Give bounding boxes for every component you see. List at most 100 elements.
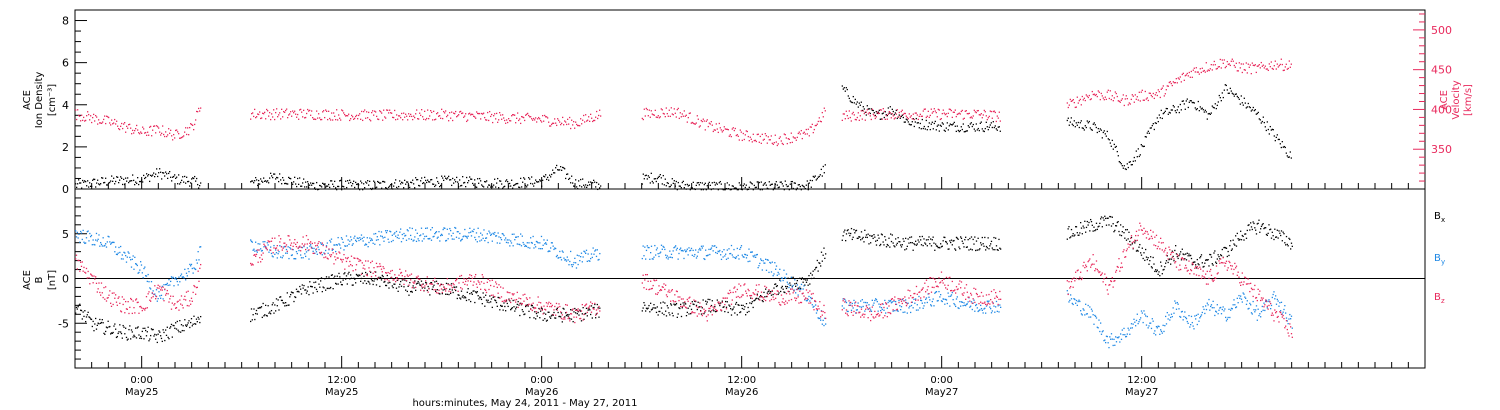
by-point (523, 243, 525, 246)
bx-point (1129, 240, 1131, 243)
by-point (897, 310, 899, 312)
density-point (877, 111, 879, 113)
velocity-point (313, 118, 315, 120)
by-point (807, 298, 809, 301)
density-point (741, 189, 743, 191)
density-point (460, 185, 462, 187)
velocity-point (153, 125, 155, 127)
by-point (575, 262, 577, 264)
density-point (1258, 118, 1260, 120)
bx-point (642, 307, 644, 309)
velocity-point (857, 112, 859, 114)
velocity-point (680, 116, 682, 118)
velocity-point (1085, 94, 1087, 96)
velocity-point (556, 124, 558, 127)
velocity-point (441, 108, 443, 110)
by-point (1105, 335, 1108, 337)
density-point (737, 189, 739, 191)
bx-point (729, 305, 731, 307)
velocity-point (676, 108, 678, 111)
bx-point (136, 327, 138, 329)
by-point (1146, 315, 1148, 318)
by-point (506, 239, 508, 241)
velocity-point (900, 110, 902, 113)
density-point (343, 186, 345, 188)
density-point (763, 183, 765, 185)
by-point (1222, 306, 1224, 308)
velocity-point (963, 117, 965, 120)
by-point (752, 255, 754, 257)
density-point (479, 177, 481, 180)
velocity-point (683, 110, 685, 112)
density-point (311, 184, 313, 186)
density-point (441, 175, 443, 177)
density-point (519, 186, 521, 189)
velocity-point (764, 133, 766, 135)
bx-point (645, 307, 648, 309)
bx-point (550, 315, 553, 317)
by-point (915, 309, 918, 311)
bx-point (862, 236, 864, 239)
by-point (275, 249, 277, 251)
bx-point (80, 309, 83, 312)
density-point (1109, 142, 1111, 144)
velocity-point (737, 135, 739, 137)
by-point (942, 298, 944, 300)
velocity-point (949, 108, 951, 111)
by-point (286, 252, 288, 254)
by-point (906, 312, 908, 314)
velocity-point (467, 119, 469, 121)
by-point (941, 300, 943, 303)
bx-point (366, 273, 368, 275)
by-point (320, 243, 323, 245)
density-point (530, 182, 532, 185)
density-point (1262, 116, 1264, 118)
bx-point (365, 271, 367, 274)
velocity-point (538, 116, 540, 119)
by-point (1220, 306, 1222, 309)
by-point (500, 237, 502, 239)
bx-point (310, 285, 313, 288)
bx-point (680, 303, 682, 306)
velocity-point (1256, 65, 1258, 67)
by-point (176, 280, 178, 283)
bx-point (573, 311, 575, 313)
by-point (1128, 329, 1130, 331)
by-point (953, 302, 955, 305)
by-point (415, 240, 418, 243)
bx-point (813, 277, 815, 279)
by-point (294, 257, 296, 260)
velocity-point (155, 132, 157, 134)
velocity-point (1259, 67, 1261, 69)
by-point (888, 299, 890, 302)
by-point (755, 256, 757, 258)
by-point (730, 244, 733, 247)
velocity-point (704, 129, 706, 131)
bx-point (122, 324, 124, 327)
by-point (1168, 314, 1170, 316)
by-point (721, 251, 723, 253)
velocity-point (347, 115, 349, 117)
by-point (577, 263, 579, 266)
by-point (425, 227, 427, 230)
by-point (846, 310, 848, 313)
velocity-point (1222, 62, 1224, 64)
by-point (98, 234, 100, 236)
by-point (542, 244, 544, 246)
bx-point (900, 244, 902, 246)
bz-point (330, 254, 333, 256)
by-point (281, 257, 283, 259)
bx-point (170, 323, 173, 326)
density-point (410, 181, 412, 183)
by-point (874, 299, 876, 302)
bx-point (1162, 269, 1164, 271)
velocity-point (663, 113, 665, 115)
density-point (1184, 108, 1186, 110)
density-point (553, 172, 555, 174)
by-point (1110, 333, 1113, 335)
by-point (165, 283, 168, 286)
bx-point (564, 316, 566, 318)
by-point (1106, 335, 1108, 338)
by-point (1108, 346, 1110, 349)
bx-point (880, 233, 883, 235)
